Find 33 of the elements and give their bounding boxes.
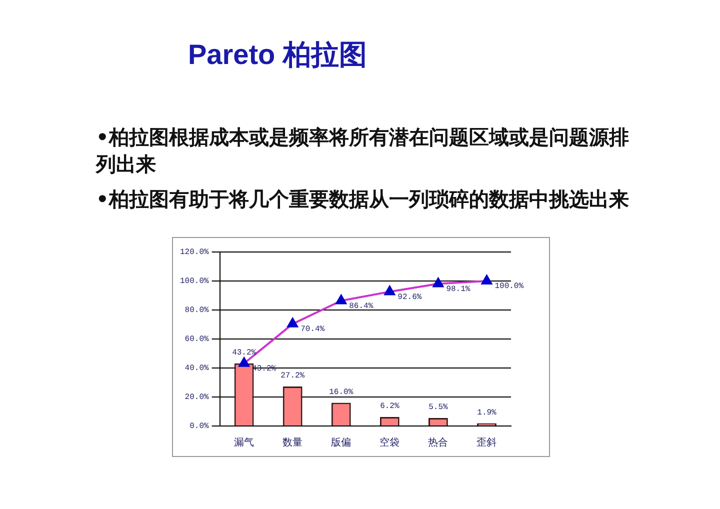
point — [336, 294, 346, 304]
data-label: 43.2% — [232, 348, 256, 358]
y-tick-label: 100.0% — [180, 277, 209, 286]
data-label: 100.0% — [494, 282, 524, 292]
data-label: 5.5% — [428, 403, 448, 412]
data-label: 92.6% — [398, 292, 422, 302]
x-tick-label: 热合 — [428, 436, 448, 449]
point — [481, 275, 492, 284]
x-tick-label: 漏气 — [234, 436, 254, 449]
point — [238, 357, 250, 367]
y-tick-label: 0.0% — [190, 422, 210, 432]
point — [287, 318, 298, 328]
data-label: 27.2% — [280, 372, 305, 381]
data-label: 98.1% — [446, 284, 470, 294]
data-label: 6.2% — [380, 402, 400, 412]
point — [432, 278, 444, 288]
data-label: 1.9% — [477, 408, 497, 418]
data-label: 70.4% — [300, 325, 325, 334]
data-label: 16.0% — [329, 388, 354, 397]
text: •柏拉图有助于将几个重要数据从一列琐碎的数据中挑选出来 — [96, 186, 630, 213]
data-label: 86.4% — [349, 302, 374, 311]
y-tick-label: 120.0% — [180, 248, 209, 258]
y-tick-label: 80.0% — [184, 306, 209, 316]
chart-title: Pareto 柏拉图 — [188, 38, 367, 72]
y-tick-label: 60.0% — [184, 335, 209, 344]
y-tick-label: 40.0% — [184, 364, 209, 374]
x-tick-label: 歪斜 — [476, 436, 497, 449]
text: •柏拉图根据成本或是频率将所有潜在问题区域或是问题源排列出来 — [96, 124, 630, 178]
x-tick-label: 版偏 — [331, 436, 352, 449]
x-tick-label: 数量 — [282, 438, 303, 449]
y-tick-label: 20.0% — [184, 393, 209, 402]
x-tick-label: 空袋 — [380, 436, 400, 449]
point — [384, 286, 395, 296]
